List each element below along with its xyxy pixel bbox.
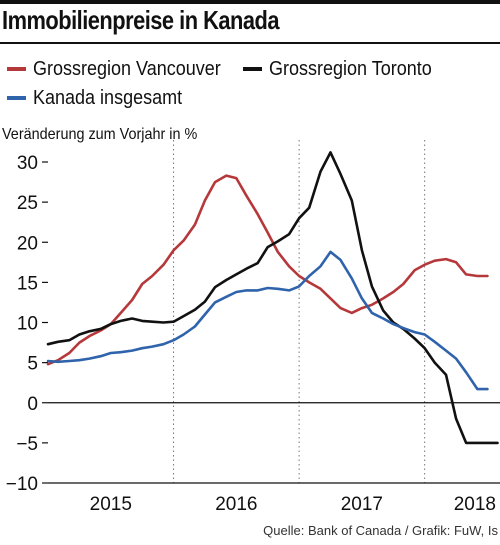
axis-layer: −10 −5 0 5 10 15 20 25 30 2015 2016 2017 2018 bbox=[6, 153, 500, 515]
y-tick-label-5: 5 bbox=[27, 354, 38, 375]
x-tick-label-2015: 2015 bbox=[90, 494, 132, 515]
y-tick-label-20: 20 bbox=[17, 233, 38, 254]
top-rule bbox=[0, 0, 500, 4]
source-note: Quelle: Bank of Canada / Grafik: FuW, Is bbox=[263, 523, 498, 538]
legend-swatch-kanada bbox=[7, 96, 26, 100]
y-tick-label-0: 0 bbox=[27, 394, 38, 415]
series-line-2 bbox=[46, 250, 489, 391]
legend-label-toronto: Grossregion Toronto bbox=[269, 58, 432, 80]
y-axis-label: Veränderung zum Vorjahr in % bbox=[2, 126, 198, 143]
chart-title: Immobilienpreise in Kanada bbox=[2, 5, 279, 35]
grid-layer bbox=[173, 140, 426, 483]
legend-label-kanada: Kanada insgesamt bbox=[33, 87, 183, 109]
title-rule bbox=[0, 42, 500, 44]
y-tick-label-15: 15 bbox=[17, 273, 38, 294]
y-tick-label--5: −5 bbox=[16, 434, 38, 455]
y-tick-label-10: 10 bbox=[17, 314, 38, 335]
legend-swatch-toronto bbox=[243, 67, 262, 71]
y-tick-label-25: 25 bbox=[17, 193, 38, 214]
x-tick-label-2017: 2017 bbox=[341, 494, 383, 515]
series-line-1 bbox=[46, 151, 499, 445]
legend-swatch-vancouver bbox=[7, 67, 26, 71]
y-tick-label-30: 30 bbox=[17, 153, 38, 174]
series-line-0 bbox=[46, 174, 489, 366]
series-layer bbox=[46, 151, 499, 445]
x-tick-label-2016: 2016 bbox=[215, 494, 257, 515]
x-tick-label-2018: 2018 bbox=[454, 494, 496, 515]
y-tick-label--10: −10 bbox=[6, 474, 38, 495]
legend-label-vancouver: Grossregion Vancouver bbox=[33, 58, 221, 80]
